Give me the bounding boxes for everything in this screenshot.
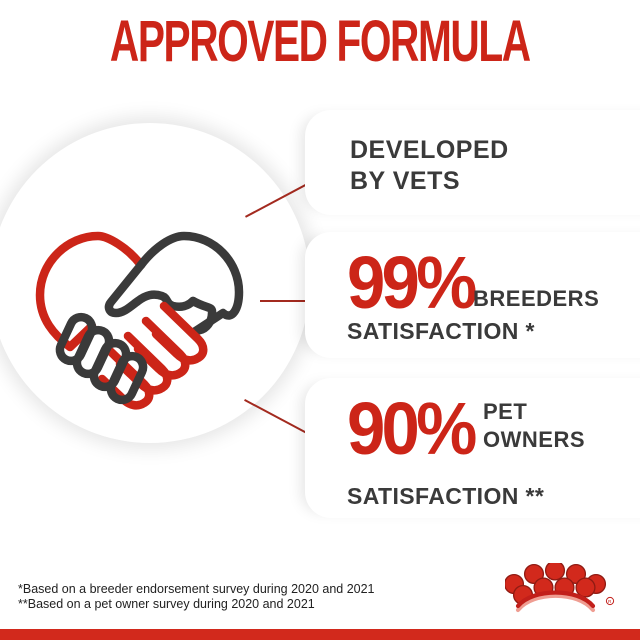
svg-text:R: R bbox=[608, 599, 612, 604]
